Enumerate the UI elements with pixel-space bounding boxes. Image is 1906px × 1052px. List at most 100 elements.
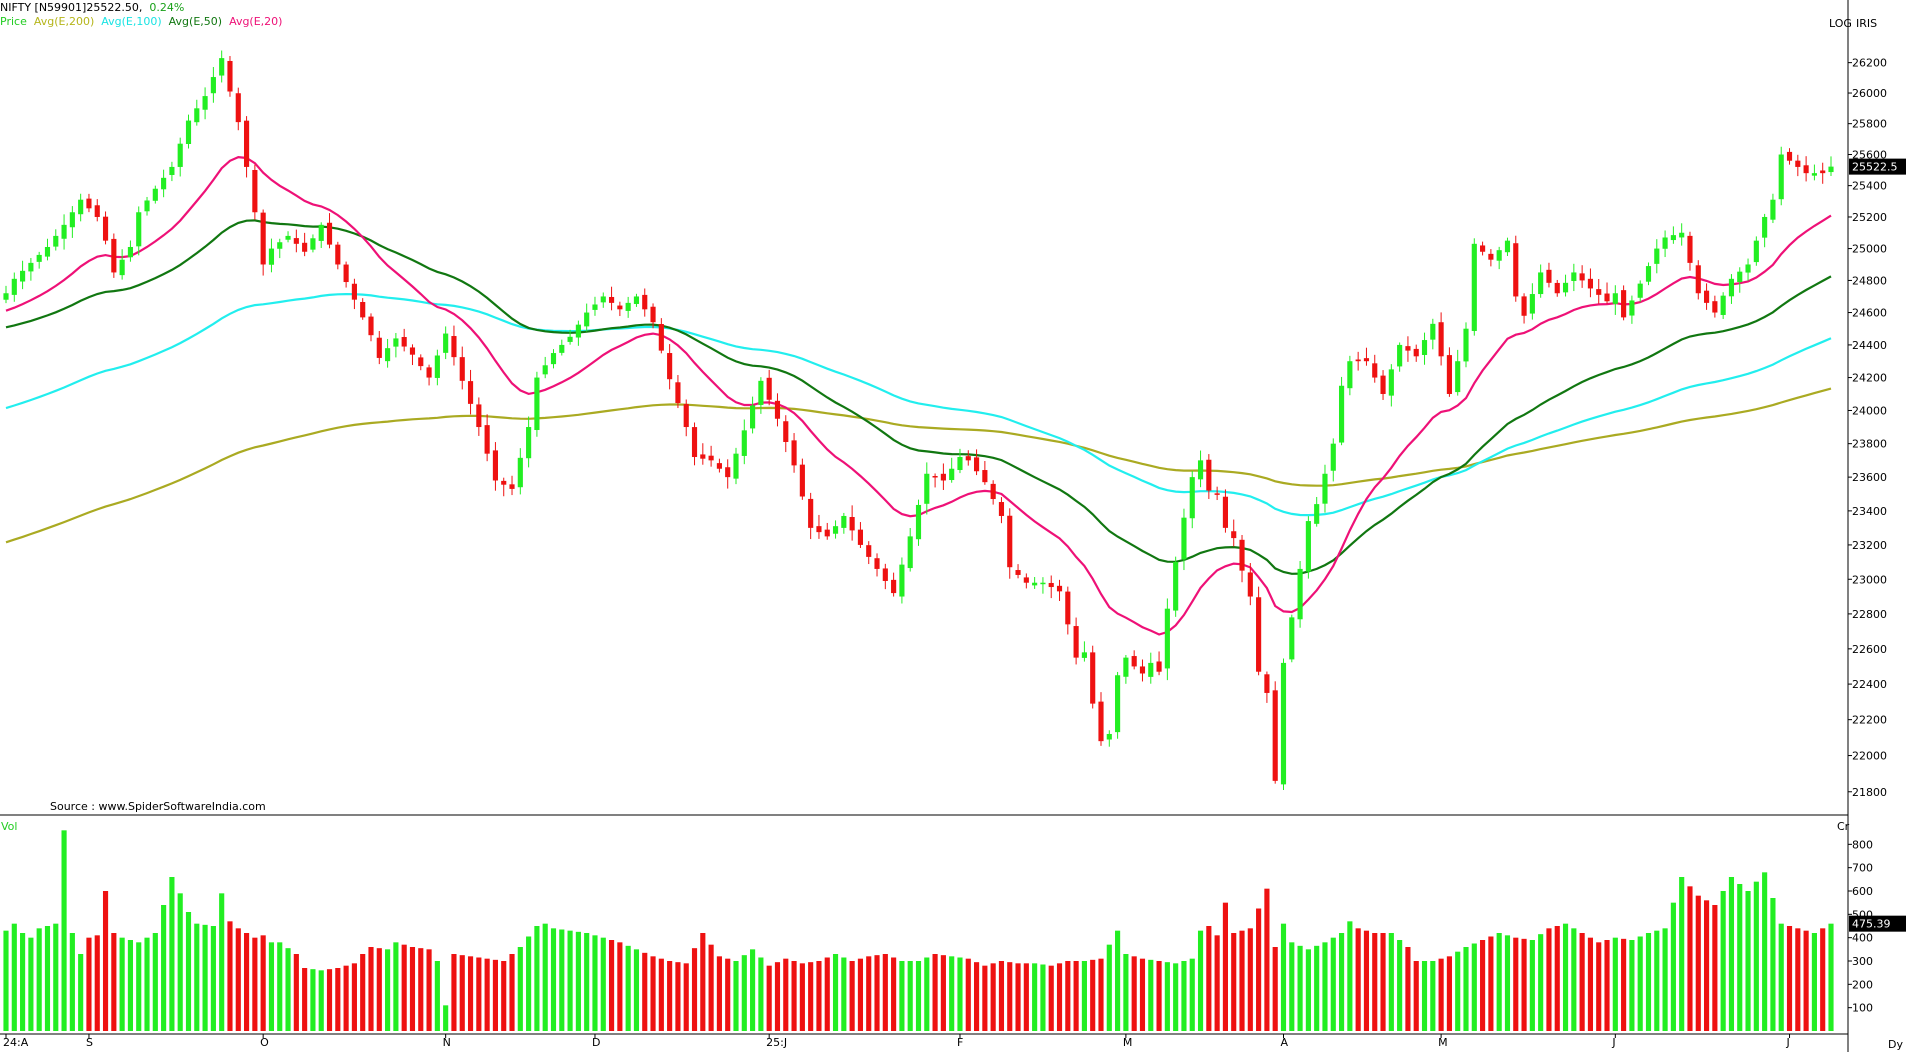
candle-body (86, 198, 92, 209)
price-tick-label: 25600 (1852, 149, 1887, 162)
volume-bar (1032, 963, 1038, 1031)
candle (1778, 146, 1784, 206)
candle (1289, 614, 1295, 663)
candle (28, 258, 34, 281)
volume-bar (982, 965, 988, 1031)
volume-bar (202, 924, 208, 1031)
volume-bar (1463, 947, 1469, 1031)
candle (36, 251, 42, 269)
candle (86, 193, 92, 213)
iris-label[interactable]: IRIS (1856, 17, 1878, 30)
candle (973, 449, 980, 476)
volume-bar (310, 969, 316, 1031)
volume-bar (144, 937, 150, 1031)
volume-bar (1090, 959, 1096, 1031)
volume-bar (791, 961, 797, 1031)
candle-body (1621, 290, 1627, 318)
volume-bar (1446, 956, 1452, 1031)
candle (1446, 347, 1452, 397)
volume-bar (102, 891, 109, 1031)
candle-body (708, 455, 714, 461)
candle (982, 460, 988, 485)
candle-body (526, 427, 532, 459)
candle (78, 193, 84, 222)
price-tick-label: 24800 (1852, 274, 1887, 287)
candle-body (559, 344, 565, 353)
candle (517, 448, 523, 495)
volume-bar (658, 958, 664, 1031)
candle (467, 369, 474, 415)
price-tick-label: 23400 (1852, 505, 1887, 518)
volume-bar (675, 962, 681, 1031)
last-volume-tag-bg (1849, 915, 1906, 932)
candle-body (1554, 282, 1560, 294)
volume-bar (1397, 940, 1403, 1031)
indicator-legend: Price Avg(E,200) Avg(E,100) Avg(E,50) Av… (0, 15, 282, 28)
candle (20, 260, 26, 290)
period-label[interactable]: Dy (1888, 1038, 1903, 1051)
price-tick-label: 22200 (1852, 714, 1887, 727)
candle-body (467, 381, 474, 404)
candle (1139, 659, 1146, 682)
candle (1438, 312, 1444, 366)
candle-body (633, 296, 640, 304)
volume-bar (891, 957, 897, 1031)
volume-bar (1148, 959, 1154, 1031)
candle-body (1571, 272, 1577, 281)
candle (849, 505, 855, 541)
candle-body (1015, 570, 1021, 575)
candle-body (592, 304, 598, 310)
volume-bar (277, 942, 283, 1031)
candle (1007, 508, 1013, 579)
candle-body (1322, 473, 1328, 504)
candle-body (783, 421, 789, 442)
legend-ema20: Avg(E,20) (229, 15, 283, 28)
candle (119, 249, 125, 280)
volume-bar (716, 956, 722, 1031)
candle (1579, 265, 1585, 288)
volume-bar (575, 931, 581, 1031)
volume-bar (1629, 940, 1635, 1031)
candle (866, 541, 872, 565)
candle (924, 462, 930, 515)
candle-body (443, 333, 449, 353)
candle (1720, 292, 1726, 319)
candle (1048, 575, 1054, 599)
volume-bar (1745, 891, 1751, 1031)
volume-bar (509, 954, 515, 1031)
candle (1264, 671, 1270, 703)
volume-bar (534, 926, 540, 1031)
volume-tick-label: 100 (1852, 1002, 1873, 1015)
candle-body (1455, 361, 1461, 393)
candle-body (550, 353, 557, 365)
volume-bar (1305, 949, 1311, 1031)
candle-body (1056, 585, 1063, 592)
time-tick-label: 24:A (3, 1036, 29, 1049)
volume-bar (725, 958, 731, 1031)
candle (1173, 556, 1179, 617)
candle-body (1123, 657, 1129, 677)
volume-bar (733, 961, 739, 1031)
candle (559, 339, 565, 356)
volume-bar (409, 947, 416, 1031)
candle (1090, 645, 1096, 709)
candle-body (1770, 199, 1776, 220)
log-scale-toggle[interactable]: LOG (1829, 17, 1852, 30)
volume-bar (766, 965, 772, 1031)
candle-body (716, 463, 722, 469)
candle (1305, 516, 1311, 579)
time-tick-label: D (592, 1036, 600, 1049)
candle (260, 209, 266, 276)
price-tick-label: 24000 (1852, 404, 1887, 417)
candle-body (53, 235, 59, 247)
candle (1372, 354, 1378, 383)
candle-body (824, 529, 830, 537)
volume-bar (542, 923, 548, 1031)
candle-body (1372, 363, 1378, 378)
candle-body (1247, 572, 1253, 597)
candle (1106, 730, 1112, 747)
candle (650, 303, 656, 329)
volume-bar (691, 948, 698, 1031)
candle-body (1529, 294, 1535, 314)
volume-bar (1529, 940, 1535, 1031)
